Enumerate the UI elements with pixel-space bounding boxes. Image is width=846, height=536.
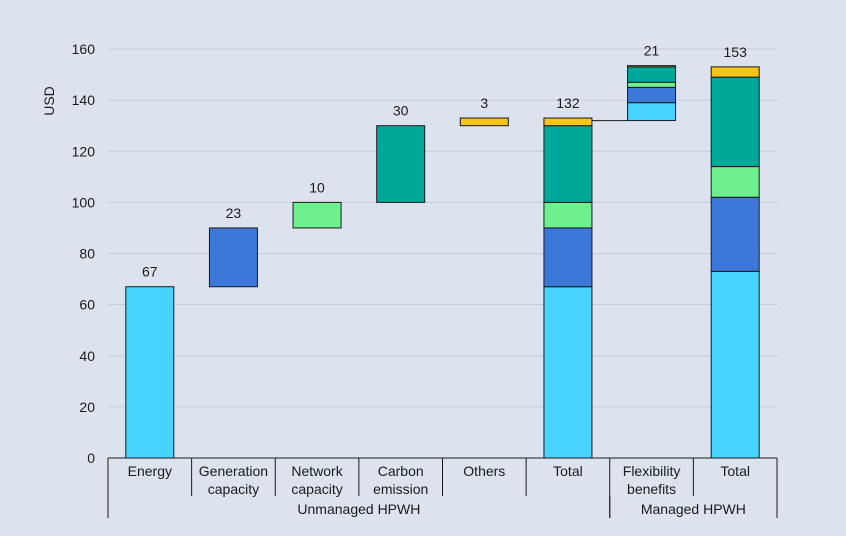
gridlines [108, 48, 777, 408]
bar-segment [627, 81, 677, 88]
y-axis-ticks: 0 20 40 60 80 100 120 140 160 [72, 41, 96, 466]
category-label: Carbon [378, 463, 424, 479]
y-axis-title: USD [41, 86, 57, 116]
y-tick-label: 120 [72, 143, 96, 159]
y-tick-label: 40 [79, 348, 95, 364]
bar-segment [710, 166, 760, 198]
bar-segment [543, 117, 593, 127]
bar-segment [459, 117, 509, 127]
category-label: Flexibility [623, 463, 681, 479]
bar-segment [627, 102, 677, 122]
group-label: Unmanaged HPWH [297, 501, 420, 517]
y-tick-label: 140 [72, 92, 96, 108]
data-labels: 67 23 10 30 3 132 21 153 [142, 43, 747, 280]
bar-segment [292, 201, 342, 229]
bars [125, 65, 760, 459]
bar-segment [543, 286, 593, 459]
data-label: 10 [309, 179, 325, 195]
bar-segment [710, 66, 760, 78]
y-tick-label: 0 [87, 450, 95, 466]
bar-segment [710, 270, 760, 459]
bar-segment [543, 201, 593, 229]
category-label: capacity [291, 481, 342, 497]
category-label: Generation [199, 463, 268, 479]
data-label: 30 [393, 103, 409, 119]
bar-segment [376, 125, 426, 203]
bar-segment [710, 196, 760, 272]
y-tick-label: 160 [72, 41, 96, 57]
bar-segment [125, 286, 175, 459]
data-label: 153 [724, 44, 748, 60]
y-tick-label: 60 [79, 297, 95, 313]
category-label: Total [553, 463, 583, 479]
y-tick-label: 20 [79, 399, 95, 415]
x-axis: Energy Generation capacity Network capacity C… [107, 457, 778, 518]
data-label: 132 [556, 95, 580, 111]
category-label: emission [373, 481, 428, 497]
bar-segment [543, 227, 593, 288]
y-tick-label: 100 [72, 194, 96, 210]
category-label: benefits [627, 481, 676, 497]
bar-segment [543, 125, 593, 203]
category-label: Energy [128, 463, 172, 479]
bar-segment [627, 66, 677, 83]
bar-segment [208, 227, 258, 288]
data-label: 21 [644, 43, 660, 59]
y-tick-label: 80 [79, 246, 95, 262]
category-label: Others [463, 463, 505, 479]
category-label: capacity [208, 481, 259, 497]
bar-segment [710, 76, 760, 168]
data-label: 23 [226, 205, 242, 221]
bar-segment [627, 65, 677, 68]
data-label: 67 [142, 264, 158, 280]
bar-segment [627, 86, 677, 104]
data-label: 3 [480, 95, 488, 111]
category-label: Network [291, 463, 343, 479]
group-label: Managed HPWH [641, 501, 746, 517]
category-label: Total [720, 463, 750, 479]
